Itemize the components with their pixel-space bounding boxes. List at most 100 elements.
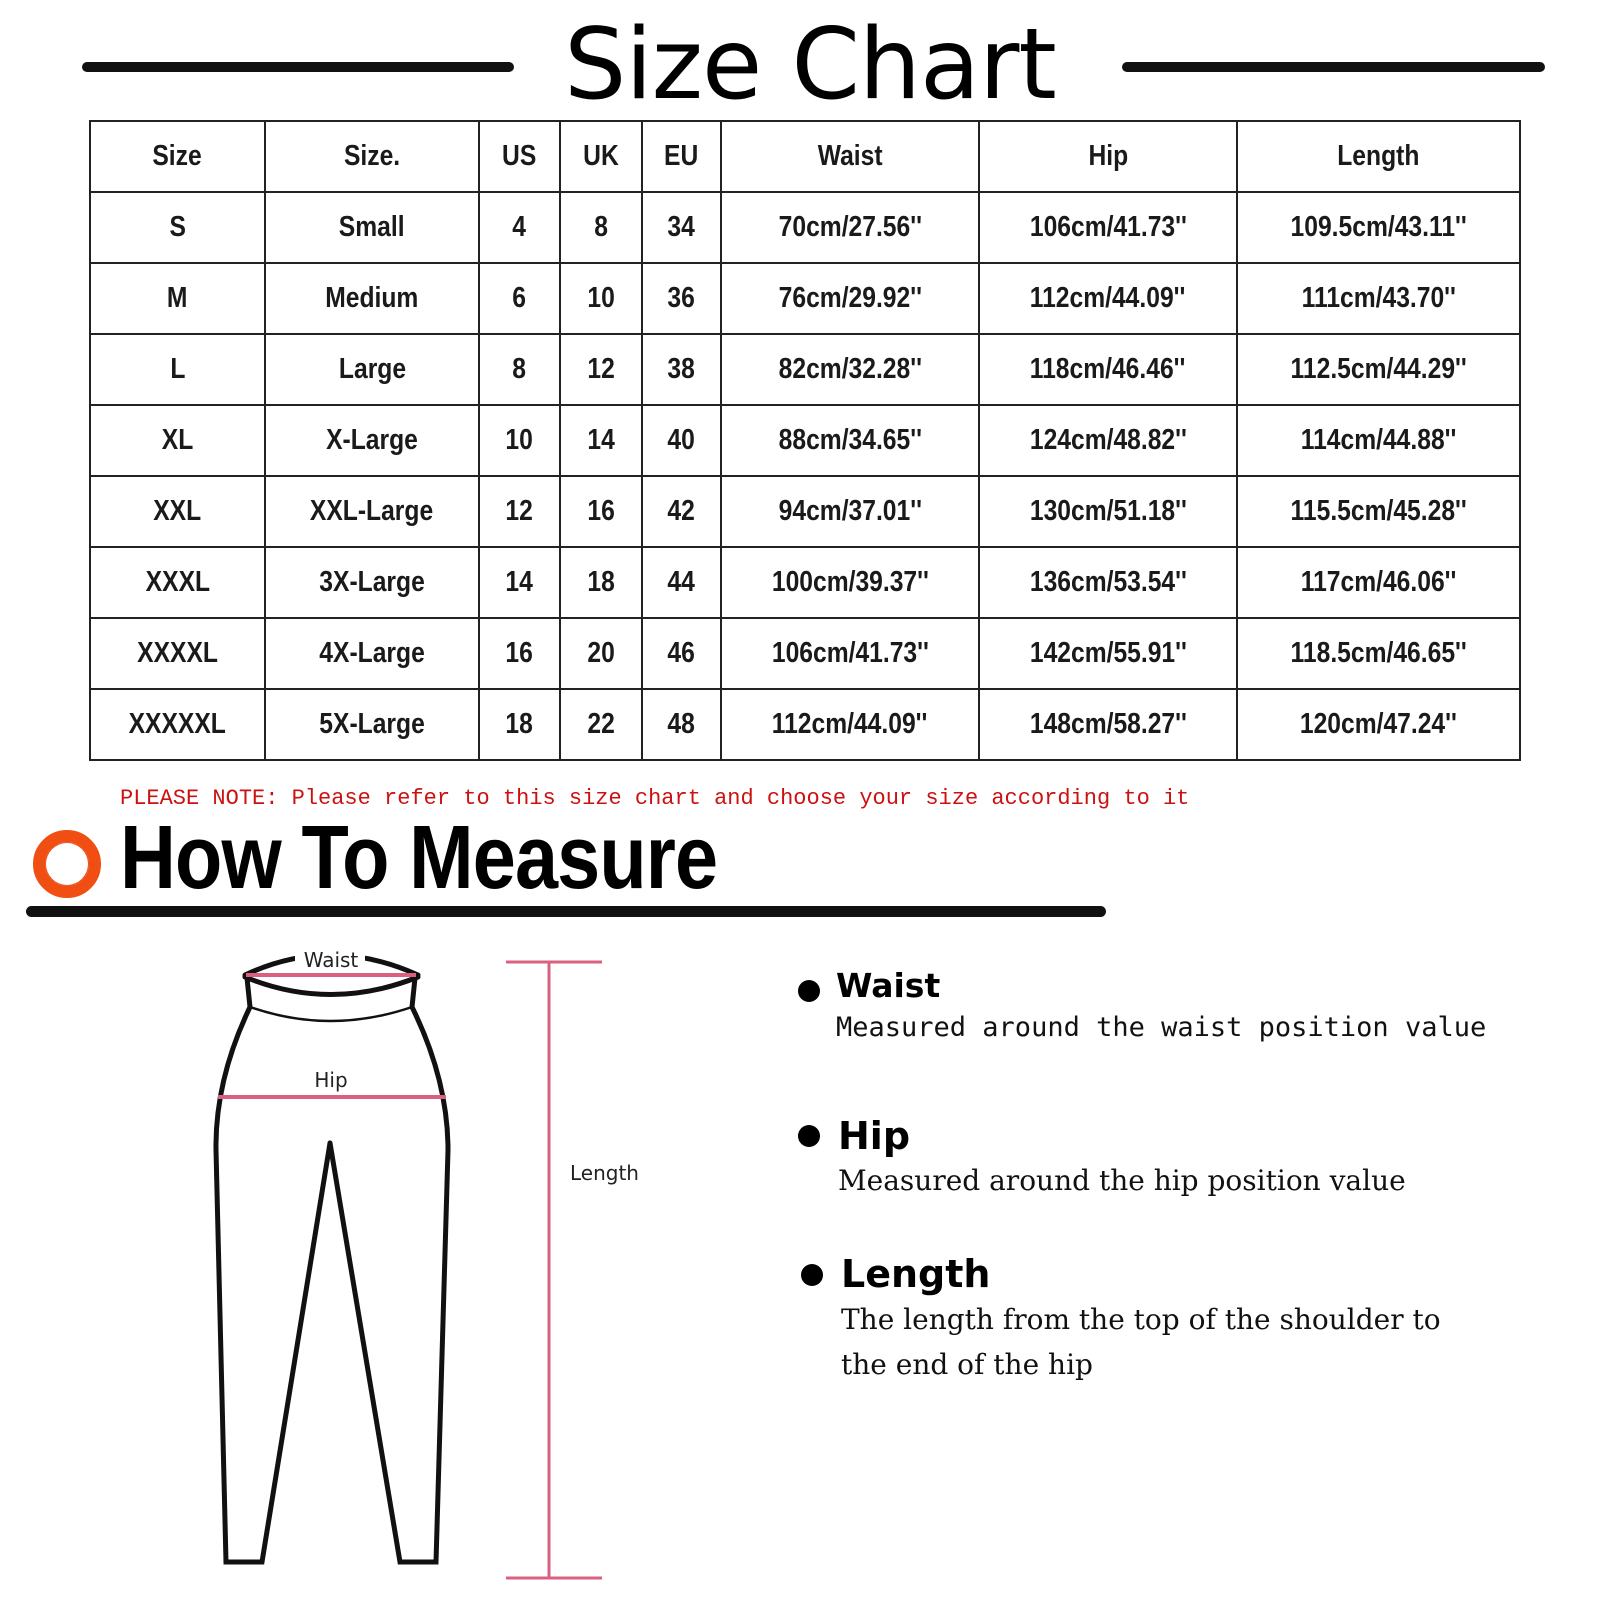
table-cell: 114cm/44.88'' xyxy=(1236,404,1521,477)
cell-value: X-Large xyxy=(326,424,418,456)
cell-value: XXL-Large xyxy=(310,495,434,527)
table-cell: 124cm/48.82'' xyxy=(978,404,1238,477)
table-cell: 130cm/51.18'' xyxy=(978,475,1238,548)
cell-value: 112cm/44.09'' xyxy=(1030,282,1186,314)
cell-value: XXXXL xyxy=(137,637,218,669)
table-row: XXXXXL 5X-Large 18 22 48 112cm/44.09'' 148cm/5… xyxy=(89,688,1521,761)
cell-value: Large xyxy=(338,353,406,385)
cell-value: M xyxy=(167,282,188,314)
column-header-label: Length xyxy=(1337,140,1420,172)
table-cell: 94cm/37.01'' xyxy=(720,475,980,548)
title-rule-left xyxy=(82,62,514,72)
table-row: M Medium 6 10 36 76cm/29.92'' 112cm/44.09'' 111… xyxy=(89,262,1521,335)
cell-value: 109.5cm/43.11'' xyxy=(1290,211,1467,243)
table-cell: XXXXL xyxy=(89,617,266,690)
column-header: Waist xyxy=(720,120,980,193)
cell-value: 48 xyxy=(667,708,696,740)
cell-value: XXL xyxy=(153,495,202,527)
table-cell: S xyxy=(89,191,266,264)
length-description-line-2: the end of the hip xyxy=(841,1348,1093,1381)
cell-value: 22 xyxy=(587,708,615,740)
column-header: Length xyxy=(1236,120,1521,193)
column-header-label: UK xyxy=(583,140,619,172)
how-to-rule xyxy=(26,906,1106,917)
cell-value: XXXL xyxy=(145,566,210,598)
cell-value: 114cm/44.88'' xyxy=(1300,424,1457,456)
table-cell: 76cm/29.92'' xyxy=(720,262,980,335)
cell-value: 100cm/39.37'' xyxy=(771,566,929,598)
pants-outline-left xyxy=(213,975,333,1565)
table-row: XL X-Large 10 14 40 88cm/34.65'' 124cm/48.82''… xyxy=(89,404,1521,477)
table-cell: 38 xyxy=(641,333,722,406)
table-cell: 117cm/46.06'' xyxy=(1236,546,1521,619)
cell-value: 117cm/46.06'' xyxy=(1300,566,1457,598)
table-cell: 36 xyxy=(641,262,722,335)
cell-value: 8 xyxy=(594,211,608,243)
table-cell: 88cm/34.65'' xyxy=(720,404,980,477)
table-cell: 82cm/32.28'' xyxy=(720,333,980,406)
table-cell: 70cm/27.56'' xyxy=(720,191,980,264)
cell-value: 20 xyxy=(587,637,615,669)
cell-value: 16 xyxy=(505,637,534,669)
table-cell: 112cm/44.09'' xyxy=(720,688,980,761)
orange-ring-icon xyxy=(33,830,101,898)
bullet-icon xyxy=(798,980,820,1002)
cell-value: 16 xyxy=(587,495,615,527)
table-cell: XXL-Large xyxy=(264,475,480,548)
table-cell: XXL xyxy=(89,475,266,548)
table-cell: 136cm/53.54'' xyxy=(978,546,1238,619)
cell-value: 88cm/34.65'' xyxy=(778,424,922,456)
column-header-label: EU xyxy=(664,140,699,172)
pants-outline-right xyxy=(327,975,451,1565)
cell-value: 18 xyxy=(587,566,615,598)
table-cell: 12 xyxy=(559,333,643,406)
cell-value: 148cm/58.27'' xyxy=(1029,708,1187,740)
waistband-front xyxy=(242,974,421,997)
table-cell: Large xyxy=(264,333,480,406)
table-cell: Medium xyxy=(264,262,480,335)
table-cell: 10 xyxy=(478,404,561,477)
table-cell: 14 xyxy=(478,546,561,619)
cell-value: 14 xyxy=(587,424,615,456)
cell-value: 18 xyxy=(505,708,534,740)
column-header: Size. xyxy=(264,120,480,193)
cell-value: 8 xyxy=(512,353,527,385)
cell-value: 120cm/47.24'' xyxy=(1299,708,1458,740)
table-cell: 12 xyxy=(478,475,561,548)
page-title: Size Chart xyxy=(564,8,1057,122)
table-cell: 18 xyxy=(478,688,561,761)
cell-value: 10 xyxy=(587,282,615,314)
table-cell: 100cm/39.37'' xyxy=(720,546,980,619)
cell-value: 4X-Large xyxy=(319,637,425,669)
table-cell: 22 xyxy=(559,688,643,761)
cell-value: 136cm/53.54'' xyxy=(1029,566,1187,598)
diagram-label-hip: Hip xyxy=(314,1068,347,1092)
table-cell: Small xyxy=(264,191,480,264)
cell-value: XL xyxy=(161,424,194,456)
cell-value: 82cm/32.28'' xyxy=(778,353,922,385)
cell-value: 38 xyxy=(667,353,696,385)
bullet-icon xyxy=(801,1264,823,1286)
table-cell: 3X-Large xyxy=(264,546,480,619)
table-row: S Small 4 8 34 70cm/27.56'' 106cm/41.73'' 109.5… xyxy=(89,191,1521,264)
diagram-label-waist: Waist xyxy=(304,948,359,972)
table-cell: 4 xyxy=(478,191,561,264)
table-cell: 5X-Large xyxy=(264,688,480,761)
cell-value: 46 xyxy=(667,637,696,669)
table-cell: XL xyxy=(89,404,266,477)
bullet-icon xyxy=(798,1125,820,1147)
table-cell: 142cm/55.91'' xyxy=(978,617,1238,690)
table-cell: X-Large xyxy=(264,404,480,477)
table-cell: 34 xyxy=(641,191,722,264)
table-cell: 20 xyxy=(559,617,643,690)
column-header-label: Size xyxy=(152,140,203,172)
cell-value: 142cm/55.91'' xyxy=(1029,637,1187,669)
cell-value: 40 xyxy=(667,424,696,456)
table-cell: 120cm/47.24'' xyxy=(1236,688,1521,761)
cell-value: 118.5cm/46.65'' xyxy=(1290,637,1467,669)
pants-diagram: Waist Hip Length xyxy=(213,945,639,1580)
column-header-label: US xyxy=(502,140,537,172)
table-cell: 112cm/44.09'' xyxy=(978,262,1238,335)
cell-value: 106cm/41.73'' xyxy=(771,637,929,669)
column-header-label: Size. xyxy=(343,140,401,172)
